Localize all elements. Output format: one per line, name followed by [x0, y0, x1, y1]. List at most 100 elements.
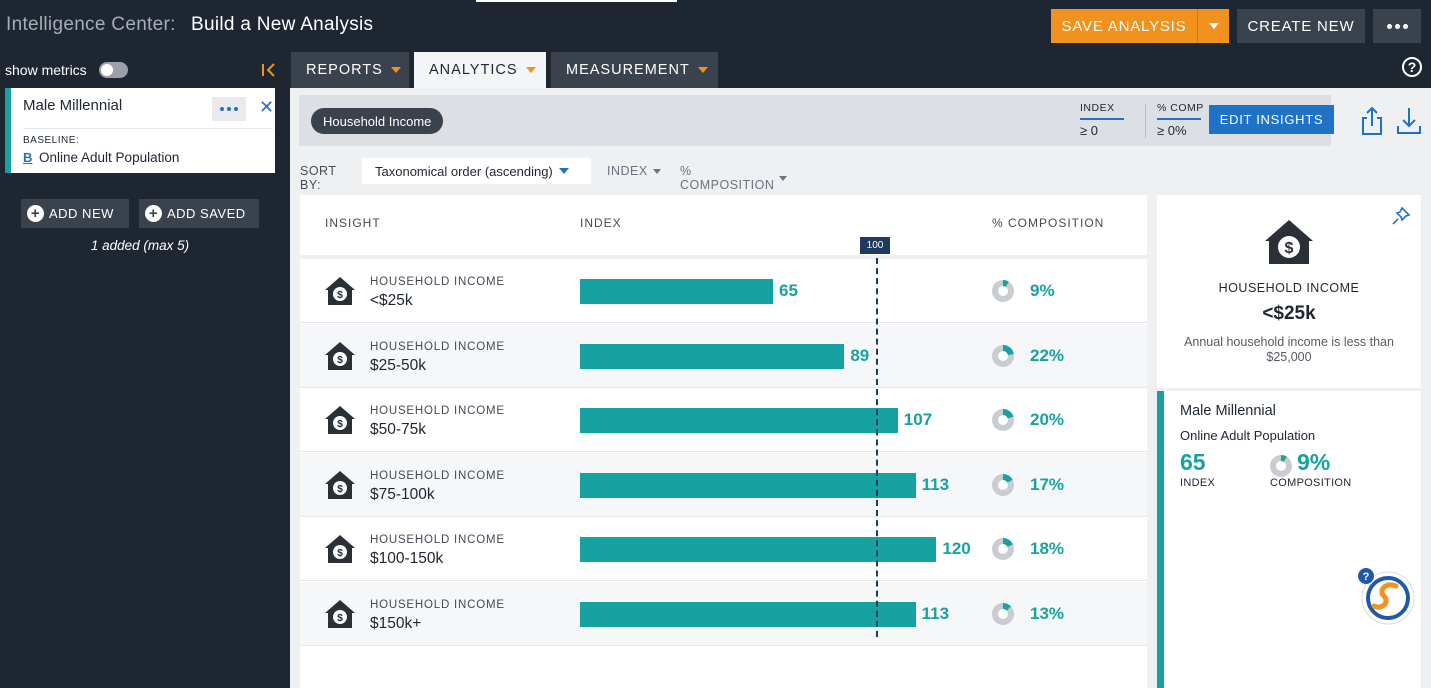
share-icon[interactable] [1360, 106, 1384, 136]
composition-pie-icon [992, 538, 1014, 560]
pie-hole [998, 544, 1008, 554]
tab-reports[interactable]: REPORTS [291, 52, 409, 88]
detail-baseline: Online Adult Population [1180, 428, 1316, 443]
more-options-button[interactable] [1373, 9, 1421, 43]
table-row[interactable]: $ HOUSEHOLD INCOME $100-150k 120 18% [300, 517, 1147, 581]
sort-composition-option[interactable]: % COMPOSITION [680, 164, 788, 192]
row-value: $100-150k [370, 550, 444, 567]
tab-label: ANALYTICS [429, 62, 518, 78]
detail-value: <$25k [1262, 303, 1316, 324]
column-header-insight: INSIGHT [325, 216, 381, 230]
row-category: HOUSEHOLD INCOME [370, 598, 505, 611]
row-value: $75-100k [370, 485, 435, 503]
sort-composition-label: % COMPOSITION [680, 164, 775, 192]
pie-hole [998, 608, 1008, 619]
comp-filter-underline [1157, 118, 1201, 120]
table-row[interactable]: $ HOUSEHOLD INCOME $50-75k 107 20% [300, 388, 1147, 452]
reference-badge: 100 [860, 237, 890, 254]
help-chat-bubble-icon[interactable]: ? [1356, 566, 1416, 626]
pie-hole [998, 350, 1008, 361]
svg-text:$: $ [337, 418, 343, 430]
plus-circle-icon: + [145, 205, 162, 222]
insights-table: INSIGHT INDEX % COMPOSITION $ HOUSEHOLD … [300, 195, 1147, 688]
sort-index-option[interactable]: INDEX [607, 164, 661, 178]
create-new-button[interactable]: CREATE NEW [1237, 9, 1365, 43]
baseline-label: BASELINE: [23, 135, 80, 146]
sort-select[interactable]: Taxonomical order (ascending) [362, 158, 591, 184]
row-value: $50-75k [370, 421, 427, 438]
pie-hole [1276, 461, 1286, 471]
detail-audience-card: Male Millennial Online Adult Population … [1157, 391, 1421, 688]
app-title-prefix: Intelligence Center: [6, 14, 176, 35]
collapse-sidebar-icon[interactable] [261, 62, 277, 78]
filter-chip[interactable]: Household Income [311, 108, 444, 134]
house-dollar-icon: $ [325, 277, 355, 305]
composition-value: 9% [1030, 281, 1055, 300]
row-category: HOUSEHOLD INCOME [370, 276, 505, 288]
row-value: $25-50k [370, 356, 427, 374]
index-bar [580, 537, 937, 562]
composition-value: 22% [1030, 345, 1065, 365]
tab-analytics[interactable]: ANALYTICS [414, 52, 546, 88]
house-dollar-icon: $ [325, 341, 355, 370]
index-value: 113 [921, 474, 950, 494]
more-dot [227, 107, 231, 111]
index-bar [580, 279, 774, 304]
caret-down-icon [1208, 23, 1219, 29]
more-dot [1402, 23, 1408, 29]
row-value: $150k+ [370, 614, 422, 632]
table-row[interactable]: $ HOUSEHOLD INCOME $25-50k 89 22% [300, 323, 1147, 388]
save-analysis-button[interactable]: SAVE ANALYSIS [1051, 9, 1197, 43]
sort-label: SORT BY: [300, 164, 337, 192]
detail-composition-label: COMPOSITION [1270, 477, 1352, 489]
add-saved-button[interactable]: + ADD SAVED [139, 199, 259, 228]
composition-pie-icon [992, 409, 1014, 431]
house-dollar-icon: $ [325, 535, 355, 563]
table-row[interactable]: $ HOUSEHOLD INCOME <$25k 65 9% [300, 259, 1147, 323]
composition-value: 17% [1030, 474, 1065, 494]
index-bar [580, 601, 916, 627]
audience-options-button[interactable] [212, 97, 246, 121]
caret-down-icon [697, 67, 708, 73]
table-row[interactable]: $ HOUSEHOLD INCOME $150k+ 113 13% [300, 581, 1147, 646]
show-metrics-label: show metrics [5, 62, 87, 78]
remove-audience-icon[interactable]: ✕ [259, 97, 275, 117]
index-bar [580, 343, 845, 369]
composition-value: 18% [1030, 539, 1065, 558]
insight-detail-panel: $ HOUSEHOLD INCOME <$25k Annual househol… [1157, 195, 1421, 688]
table-row[interactable]: $ HOUSEHOLD INCOME $75-100k 113 17% [300, 452, 1147, 517]
save-options-dropdown[interactable] [1197, 9, 1229, 43]
edit-insights-button[interactable]: EDIT INSIGHTS [1209, 105, 1334, 134]
add-saved-label: ADD SAVED [167, 206, 246, 221]
divider [1145, 104, 1146, 138]
download-icon[interactable] [1396, 106, 1422, 136]
index-filter-underline [1080, 118, 1124, 120]
detail-audience-name: Male Millennial [1180, 403, 1276, 419]
pin-icon[interactable] [1391, 206, 1411, 226]
tab-measurement[interactable]: MEASUREMENT [551, 52, 718, 88]
svg-text:$: $ [1285, 240, 1294, 257]
top-bar: Intelligence Center: Build a New Analysi… [0, 0, 1431, 51]
add-new-button[interactable]: + ADD NEW [21, 199, 129, 228]
help-icon[interactable]: ? [1402, 57, 1422, 77]
plus-circle-icon: + [27, 205, 44, 222]
svg-text:$: $ [337, 289, 343, 301]
index-filter-value[interactable]: ≥ 0 [1080, 123, 1098, 138]
comp-filter-value[interactable]: ≥ 0% [1157, 123, 1187, 138]
svg-text:$: $ [337, 547, 343, 559]
baseline-badge: B [23, 150, 33, 165]
caret-down-icon [558, 168, 569, 174]
add-new-label: ADD NEW [49, 206, 114, 221]
show-metrics-toggle[interactable] [99, 62, 128, 78]
detail-description: Annual household income is less than $25… [1184, 335, 1394, 364]
caret-down-icon [390, 67, 401, 73]
composition-pie-icon [992, 473, 1014, 496]
index-value: 89 [850, 345, 870, 365]
caret-down-icon [652, 168, 661, 174]
tabs-bar: REPORTS ANALYTICS MEASUREMENT ? [290, 51, 1431, 88]
added-count-note: 1 added (max 5) [90, 238, 190, 253]
top-accent-line [476, 0, 677, 2]
house-dollar-icon: $ [325, 406, 355, 434]
audience-card[interactable]: Male Millennial ✕ BASELINE: B Online Adu… [5, 88, 275, 173]
comp-filter-label: % COMP [1157, 102, 1204, 114]
